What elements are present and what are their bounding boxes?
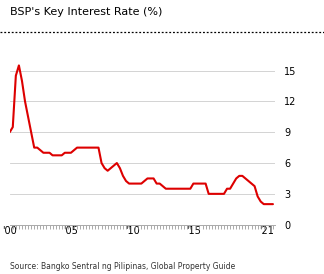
Text: Source: Bangko Sentral ng Pilipinas, Global Property Guide: Source: Bangko Sentral ng Pilipinas, Glo…	[10, 262, 235, 271]
Text: BSP's Key Interest Rate (%): BSP's Key Interest Rate (%)	[10, 7, 162, 17]
